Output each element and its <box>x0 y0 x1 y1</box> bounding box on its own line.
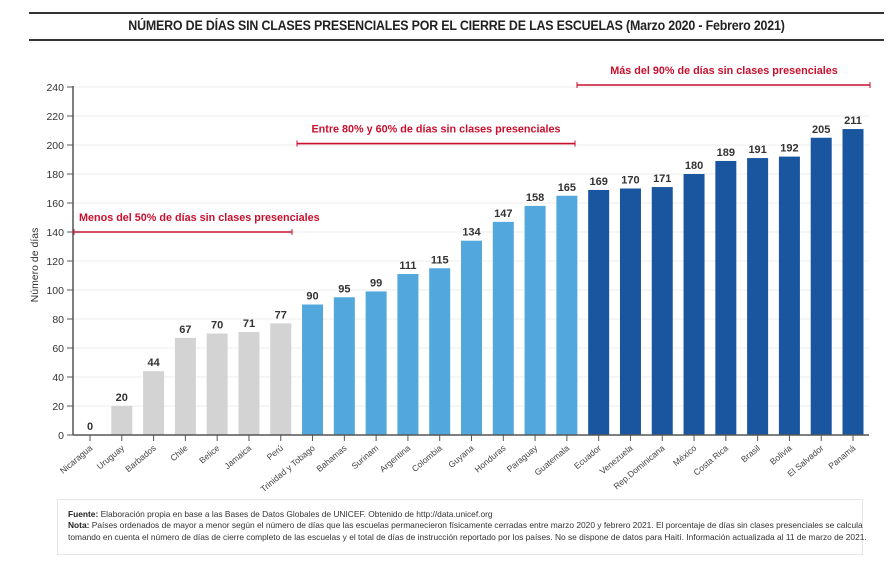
bar <box>842 129 864 436</box>
y-tick-label: 160 <box>46 198 64 210</box>
bar <box>143 371 165 435</box>
data-label: 67 <box>179 324 191 336</box>
x-tick-label: Panamá <box>826 443 857 471</box>
x-tick-label: Nicaragua <box>58 443 95 476</box>
bar <box>174 337 196 435</box>
x-tick-label: Trinidad y Tobago <box>258 443 317 494</box>
bar <box>206 333 228 435</box>
group-annotation: Entre 80% y 60% de días sin clases prese… <box>311 124 560 136</box>
bar <box>397 274 419 435</box>
data-label: 189 <box>717 147 735 159</box>
bar <box>588 189 610 435</box>
data-label: 90 <box>306 291 318 303</box>
footnote-box: Fuente: Elaboración propia en base a las… <box>57 499 867 555</box>
data-label: 71 <box>243 318 255 330</box>
data-label: 158 <box>526 192 544 204</box>
bar <box>683 174 705 435</box>
note-text-2: tomando en cuenta el número de días de c… <box>68 531 867 542</box>
x-tick-label: Honduras <box>473 443 508 475</box>
y-tick-label: 200 <box>46 140 64 152</box>
data-label: 170 <box>621 175 639 187</box>
bar <box>747 158 769 436</box>
data-label: 111 <box>399 260 416 272</box>
bar <box>619 188 641 435</box>
data-label: 165 <box>558 182 576 194</box>
bar <box>492 221 514 435</box>
y-tick-label: 220 <box>46 111 64 123</box>
bar <box>238 332 260 435</box>
data-label: 147 <box>494 208 512 220</box>
x-tick-label: Costa Rica <box>691 443 730 478</box>
note-text-1: Países ordenados de mayor a menor según … <box>89 520 863 531</box>
x-tick-label: Brasil <box>739 443 762 465</box>
bar <box>715 160 737 435</box>
y-tick-label: 40 <box>52 372 64 384</box>
source-text: Elaboración propia en base a las Bases d… <box>98 509 493 519</box>
x-tick-label: Argentina <box>378 443 413 474</box>
data-label: 134 <box>462 227 481 239</box>
x-tick-label: Surinam <box>349 443 380 471</box>
y-tick-label: 100 <box>46 285 64 297</box>
x-tick-label: Colombia <box>410 443 444 474</box>
title-rule-top <box>29 12 884 14</box>
x-tick-label: Belice <box>197 443 222 466</box>
y-tick-label: 0 <box>58 430 64 442</box>
bar <box>302 304 324 435</box>
bar <box>429 268 451 435</box>
y-tick-label: 180 <box>46 169 64 181</box>
bar <box>365 291 387 435</box>
y-tick-label: 60 <box>52 343 64 355</box>
y-tick-label: 140 <box>46 227 64 239</box>
x-tick-label: Guyana <box>446 443 476 470</box>
data-label: 99 <box>370 277 382 289</box>
y-tick-label: 120 <box>46 256 64 268</box>
data-label: 180 <box>685 160 703 172</box>
data-label: 211 <box>844 115 862 127</box>
y-tick-label: 240 <box>46 82 64 94</box>
x-tick-label: Guatemala <box>533 443 572 478</box>
chart-title: NÚMERO DE DÍAS SIN CLASES PRESENCIALES P… <box>128 18 785 33</box>
note-label: Nota: <box>68 520 90 531</box>
data-label: 77 <box>275 309 287 321</box>
bar <box>333 297 355 435</box>
x-tick-label: Chile <box>168 443 190 463</box>
data-label: 70 <box>211 320 223 332</box>
bar <box>810 137 832 435</box>
bar <box>270 323 292 435</box>
bar <box>461 240 482 435</box>
title-rule-bottom <box>29 39 884 41</box>
group-annotation: Más del 90% de días sin clases presencia… <box>610 65 837 77</box>
data-label: 205 <box>812 124 830 136</box>
data-label: 44 <box>147 357 160 369</box>
bar <box>524 205 546 435</box>
x-tick-label: Bolivia <box>768 443 794 467</box>
y-axis-label: Número de días <box>29 228 41 303</box>
x-tick-label: Uruguay <box>95 442 127 471</box>
group-annotation: Menos del 50% de días sin clases presenc… <box>79 212 320 224</box>
x-tick-label: Barbados <box>123 443 158 474</box>
data-label: 191 <box>748 144 766 156</box>
data-label: 95 <box>338 283 350 295</box>
x-tick-label: Jamaica <box>222 443 253 471</box>
bar-chart: 020406080100120140160180200220240Número … <box>29 65 871 494</box>
bar <box>111 406 133 435</box>
data-label: 0 <box>87 421 93 433</box>
source-label: Fuente: <box>68 509 99 519</box>
y-tick-label: 80 <box>52 314 64 326</box>
note-line-2: tomando en cuenta el número de días de c… <box>68 532 867 543</box>
bar <box>778 156 800 435</box>
x-tick-label: Perú <box>265 443 286 462</box>
x-tick-label: México <box>671 443 698 468</box>
y-tick-label: 20 <box>52 401 64 413</box>
note-line-1: Nota: Países ordenados de mayor a menor … <box>68 520 863 531</box>
bar <box>556 195 578 435</box>
data-label: 20 <box>116 392 128 404</box>
data-label: 171 <box>653 173 671 185</box>
x-tick-label: Bahamas <box>314 443 348 474</box>
data-label: 192 <box>780 143 798 155</box>
bar <box>651 187 673 435</box>
data-label: 169 <box>589 176 607 188</box>
data-label: 115 <box>431 254 449 266</box>
source-line: Fuente: Elaboración propia en base a las… <box>68 509 852 520</box>
